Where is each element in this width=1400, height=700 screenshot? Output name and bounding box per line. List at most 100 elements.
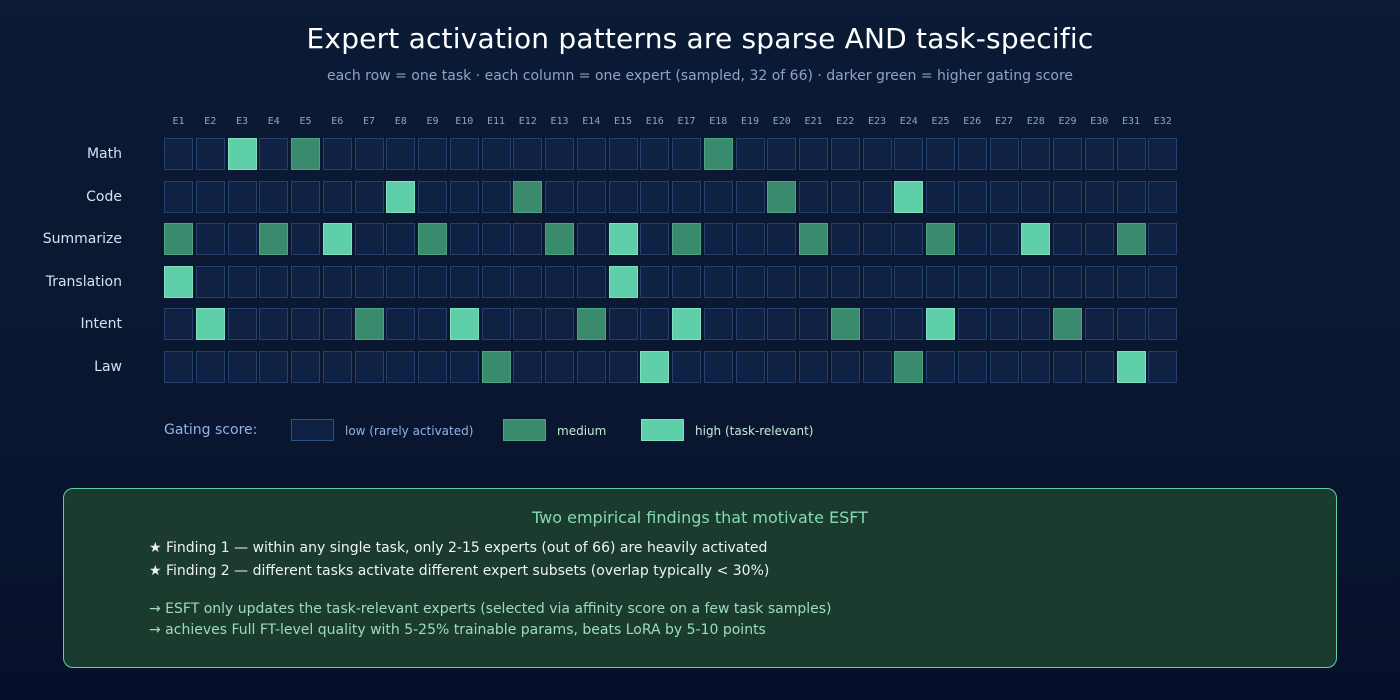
heatmap-cell-intent-e7: [354, 308, 384, 340]
heatmap-cell-translation-e17: [672, 265, 701, 298]
heatmap-cell-math-e21: [799, 138, 828, 170]
heatmap-cell-summarize-e4: [259, 223, 289, 255]
heatmap-cell-math-e22: [830, 138, 860, 170]
heatmap-cell-code-e12: [513, 180, 543, 213]
heatmap-cell-law-e22: [830, 350, 860, 383]
column-header-e7: E7: [362, 116, 376, 127]
heatmap-cell-summarize-e24: [894, 223, 924, 255]
column-header-e13: E13: [550, 116, 569, 127]
heatmap-cell-translation-e18: [703, 265, 733, 298]
heatmap-cell-translation-e16: [640, 265, 670, 298]
column-header-e27: E27: [994, 116, 1014, 127]
heatmap-cell-summarize-e12: [513, 223, 543, 255]
heatmap-cell-translation-e1: [164, 265, 193, 298]
heatmap-cell-summarize-e18: [703, 223, 733, 255]
heatmap-cell-intent-e28: [1021, 308, 1051, 340]
heatmap-cell-intent-e21: [799, 308, 828, 340]
heatmap-cell-intent-e26: [957, 308, 987, 340]
heatmap-cell-intent-e13: [545, 308, 574, 340]
heatmap-cell-code-e20: [767, 180, 797, 213]
column-header-e8: E8: [394, 116, 407, 127]
heatmap-cell-law-e4: [259, 350, 289, 383]
heatmap-cell-code-e14: [576, 180, 606, 213]
heatmap-cell-math-e3: [227, 138, 257, 170]
heatmap-cell-code-e3: [227, 180, 257, 213]
legend-label-low: low (rarely activated): [345, 424, 474, 438]
legend-swatch-high: [641, 419, 684, 441]
heatmap-cell-summarize-e23: [862, 223, 892, 255]
column-header-e12: E12: [518, 116, 537, 127]
heatmap-cell-intent-e27: [989, 308, 1019, 340]
heatmap-cell-law-e12: [513, 350, 543, 383]
heatmap-cell-math-e20: [767, 138, 797, 170]
heatmap-cell-translation-e9: [418, 265, 447, 298]
heatmap-cell-code-e23: [862, 180, 892, 213]
heatmap-cell-math-e28: [1021, 138, 1051, 170]
heatmap-cell-summarize-e31: [1116, 223, 1146, 255]
heatmap-cell-translation-e31: [1116, 265, 1146, 298]
column-header-e4: E4: [267, 116, 280, 127]
legend-label-high: high (task-relevant): [695, 424, 814, 438]
column-header-e22: E22: [836, 116, 855, 127]
heatmap-cell-math-e14: [576, 138, 606, 170]
heatmap-cell-intent-e29: [1053, 308, 1082, 340]
column-header-e17: E17: [677, 116, 696, 127]
row-label-intent: Intent: [80, 316, 122, 332]
heatmap-cell-code-e30: [1084, 180, 1114, 213]
heatmap-cell-code-e18: [703, 180, 733, 213]
column-header-e29: E29: [1058, 116, 1077, 127]
heatmap-cell-law-e32: [1148, 350, 1178, 383]
heatmap-cell-summarize-e15: [608, 223, 638, 255]
heatmap-cell-summarize-e16: [640, 223, 670, 255]
legend-label-medium: medium: [557, 424, 607, 438]
heatmap-cell-math-e16: [640, 138, 670, 170]
column-header-e32: E32: [1153, 116, 1172, 127]
heatmap-cell-code-e31: [1116, 180, 1146, 213]
heatmap-cell-code-e5: [291, 180, 320, 213]
column-header-e31: E31: [1121, 116, 1141, 127]
heatmap-cell-law-e11: [481, 350, 511, 383]
column-header-e30: E30: [1090, 116, 1109, 127]
heatmap-cell-intent-e6: [322, 308, 352, 340]
heatmap-cell-math-e4: [259, 138, 289, 170]
heatmap-cell-intent-e20: [767, 308, 797, 340]
heatmap-cell-summarize-e3: [227, 223, 257, 255]
heatmap-cell-summarize-e30: [1084, 223, 1114, 255]
heatmap-cell-summarize-e1: [164, 223, 193, 255]
heatmap-cell-law-e27: [989, 350, 1019, 383]
column-header-e24: E24: [899, 116, 918, 127]
heatmap-cell-intent-e25: [926, 308, 955, 340]
heatmap-cell-translation-e27: [989, 265, 1019, 298]
heatmap-cell-math-e12: [513, 138, 543, 170]
heatmap-cell-intent-e23: [862, 308, 892, 340]
heatmap-cell-intent-e16: [640, 308, 670, 340]
heatmap-cell-math-e18: [703, 138, 733, 170]
heatmap-cell-translation-e5: [291, 265, 320, 298]
heatmap-cell-code-e17: [672, 180, 701, 213]
legend-title: Gating score:: [164, 422, 258, 438]
column-header-e2: E2: [204, 116, 217, 127]
heatmap-cell-translation-e28: [1021, 265, 1051, 298]
heatmap-cell-intent-e24: [894, 308, 924, 340]
heatmap-cell-code-e13: [545, 180, 574, 213]
heatmap-cell-code-e26: [957, 180, 987, 213]
heatmap-cell-translation-e29: [1053, 265, 1082, 298]
heatmap-cell-law-e23: [862, 350, 892, 383]
heatmap-cell-law-e21: [799, 350, 828, 383]
heatmap-cell-math-e7: [354, 138, 384, 170]
heatmap-cell-law-e18: [703, 350, 733, 383]
heatmap-cell-intent-e3: [227, 308, 257, 340]
heatmap-cell-math-e5: [291, 138, 320, 170]
heatmap-cell-summarize-e21: [799, 223, 828, 255]
column-header-e15: E15: [613, 116, 633, 127]
heatmap-cell-summarize-e29: [1053, 223, 1082, 255]
column-header-e3: E3: [235, 116, 249, 127]
heatmap-cell-translation-e2: [195, 265, 225, 298]
column-header-e20: E20: [772, 116, 791, 127]
column-header-e21: E21: [804, 116, 823, 127]
heatmap-cell-summarize-e8: [386, 223, 416, 255]
heatmap-cell-intent-e8: [386, 308, 416, 340]
heatmap-cell-translation-e4: [259, 265, 289, 298]
column-header-e19: E19: [740, 116, 760, 127]
heatmap-cell-code-e15: [608, 180, 638, 213]
